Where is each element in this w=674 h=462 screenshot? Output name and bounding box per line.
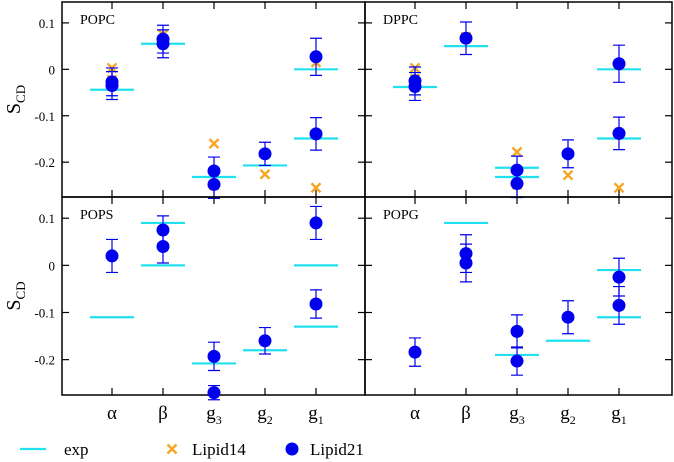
x-tick-label: g2 <box>257 403 273 427</box>
lipid21-marker <box>207 177 221 191</box>
lipid14-marker <box>208 138 220 149</box>
x-tick-label: g3 <box>206 403 222 427</box>
lipid21-marker <box>510 177 524 191</box>
lipid14-marker <box>562 169 574 181</box>
x-tick-label: g3 <box>509 403 525 427</box>
lipid21-marker <box>258 147 272 161</box>
lipid21-marker <box>561 310 575 324</box>
lipid21-marker <box>105 79 119 93</box>
panel-pops: POPS <box>61 196 366 401</box>
panel-title: POPC <box>80 13 115 28</box>
panel-title: DPPC <box>383 13 418 28</box>
lipid21-marker <box>459 256 473 270</box>
panel-title: POPG <box>383 208 419 223</box>
y-tick-label: -0.1 <box>34 306 55 321</box>
lipid14-marker <box>259 168 271 180</box>
x-tick-label: g1 <box>308 403 324 427</box>
x-tick-label: β <box>461 403 471 424</box>
lipid21-marker <box>156 37 170 51</box>
panel-dppc: DPPC <box>364 1 673 199</box>
lipid21-marker <box>612 298 626 312</box>
lipid21-marker <box>105 249 119 263</box>
lipid21-marker <box>309 297 323 311</box>
legend-label: Lipid14 <box>192 440 246 459</box>
lipid14-marker <box>613 182 625 194</box>
legend-lipid21-swatch <box>285 442 299 456</box>
y-tick-label: -0.1 <box>34 109 55 124</box>
legend-lipid14-swatch <box>166 443 178 455</box>
lipid21-marker <box>207 386 221 400</box>
lipid21-marker <box>258 334 272 348</box>
legend: exp Lipid14 Lipid21 <box>20 440 364 459</box>
lipid21-marker <box>459 31 473 45</box>
legend-item-exp: exp <box>20 440 89 459</box>
lipid21-marker <box>561 147 575 161</box>
lipid21-marker <box>408 80 422 93</box>
lipid21-marker <box>612 270 626 284</box>
x-tick-label: g2 <box>560 403 576 427</box>
y-tick-label: -0.2 <box>34 353 55 368</box>
lipid21-marker <box>510 324 524 338</box>
lipid21-marker <box>156 240 170 253</box>
lipid21-marker <box>309 127 323 141</box>
legend-label: exp <box>64 440 89 459</box>
lipid14-marker <box>511 146 523 158</box>
y-tick-label: 0.1 <box>39 211 55 226</box>
panel-title: POPS <box>80 208 113 223</box>
lipid14-marker <box>310 182 322 194</box>
y-axis-label: SCD <box>3 281 28 310</box>
y-axis-label: SCD <box>3 85 28 114</box>
legend-item-lipid14: Lipid14 <box>166 440 246 459</box>
legend-label: Lipid21 <box>310 440 364 459</box>
x-tick-label: g1 <box>611 403 627 427</box>
lipid21-marker <box>408 345 422 359</box>
x-tick-label: α <box>107 403 117 424</box>
lipid21-marker <box>207 349 221 363</box>
lipid21-marker <box>309 50 323 64</box>
y-tick-label: -0.2 <box>34 155 55 170</box>
lipid21-marker <box>612 57 626 71</box>
y-tick-label: 0 <box>49 62 56 77</box>
x-tick-label: β <box>158 403 168 424</box>
lipid21-marker <box>309 216 323 230</box>
panel-popc: POPC <box>61 1 366 199</box>
lipid21-marker <box>612 126 626 140</box>
panel-frame <box>364 196 673 396</box>
y-tick-label: 0.1 <box>39 16 55 31</box>
axes-layer: 0.1 0 -0.1 -0.2 SCD 0.1 0 -0.1 -0.2 SCD α β g3 g2 g1 α β… <box>3 16 627 427</box>
lipid21-marker <box>510 354 524 368</box>
panel-popg: POPG <box>364 196 673 396</box>
panels-layer: POPC DPPC POPS POPG <box>61 1 673 401</box>
y-tick-label: 0 <box>49 258 56 273</box>
x-tick-label: α <box>410 403 420 424</box>
legend-item-lipid21: Lipid21 <box>285 440 364 459</box>
